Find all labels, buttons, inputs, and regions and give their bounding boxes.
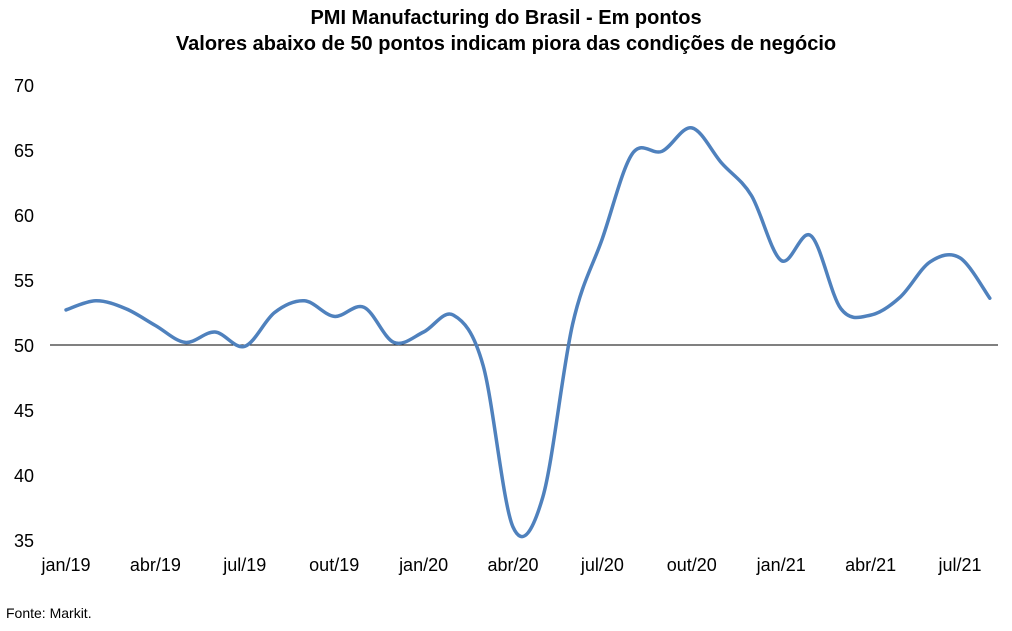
y-tick-label: 40 bbox=[14, 466, 34, 486]
y-tick-label: 65 bbox=[14, 141, 34, 161]
series-line-pmi bbox=[64, 126, 992, 539]
y-tick-label: 70 bbox=[14, 76, 34, 96]
x-axis-ticks: jan/19 abr/19 jul/19 out/19 jan/20 abr/20 jul/… bbox=[40, 555, 981, 575]
x-tick-label: abr/20 bbox=[487, 555, 538, 575]
y-tick-label: 35 bbox=[14, 531, 34, 551]
y-tick-label: 55 bbox=[14, 271, 34, 291]
chart-title: PMI Manufacturing do Brasil - Em pontos bbox=[310, 7, 702, 29]
x-tick-label: jan/20 bbox=[398, 555, 448, 575]
y-tick-label: 50 bbox=[14, 336, 34, 356]
x-tick-label: jul/21 bbox=[937, 555, 981, 575]
y-axis-ticks: 35 40 45 50 55 60 65 70 bbox=[14, 76, 34, 551]
chart-subtitle: Valores abaixo de 50 pontos indicam pior… bbox=[175, 33, 837, 55]
x-tick-label: abr/19 bbox=[130, 555, 181, 575]
x-tick-label: out/20 bbox=[667, 555, 717, 575]
x-tick-label: jan/21 bbox=[756, 555, 806, 575]
x-tick-label: jan/19 bbox=[40, 555, 90, 575]
y-tick-label: 45 bbox=[14, 401, 34, 421]
x-tick-label: abr/21 bbox=[845, 555, 896, 575]
y-tick-label: 60 bbox=[14, 206, 34, 226]
x-tick-label: out/19 bbox=[309, 555, 359, 575]
x-tick-label: jul/19 bbox=[222, 555, 266, 575]
x-tick-label: jul/20 bbox=[580, 555, 624, 575]
source-note: Fonte: Markit. bbox=[6, 605, 92, 621]
